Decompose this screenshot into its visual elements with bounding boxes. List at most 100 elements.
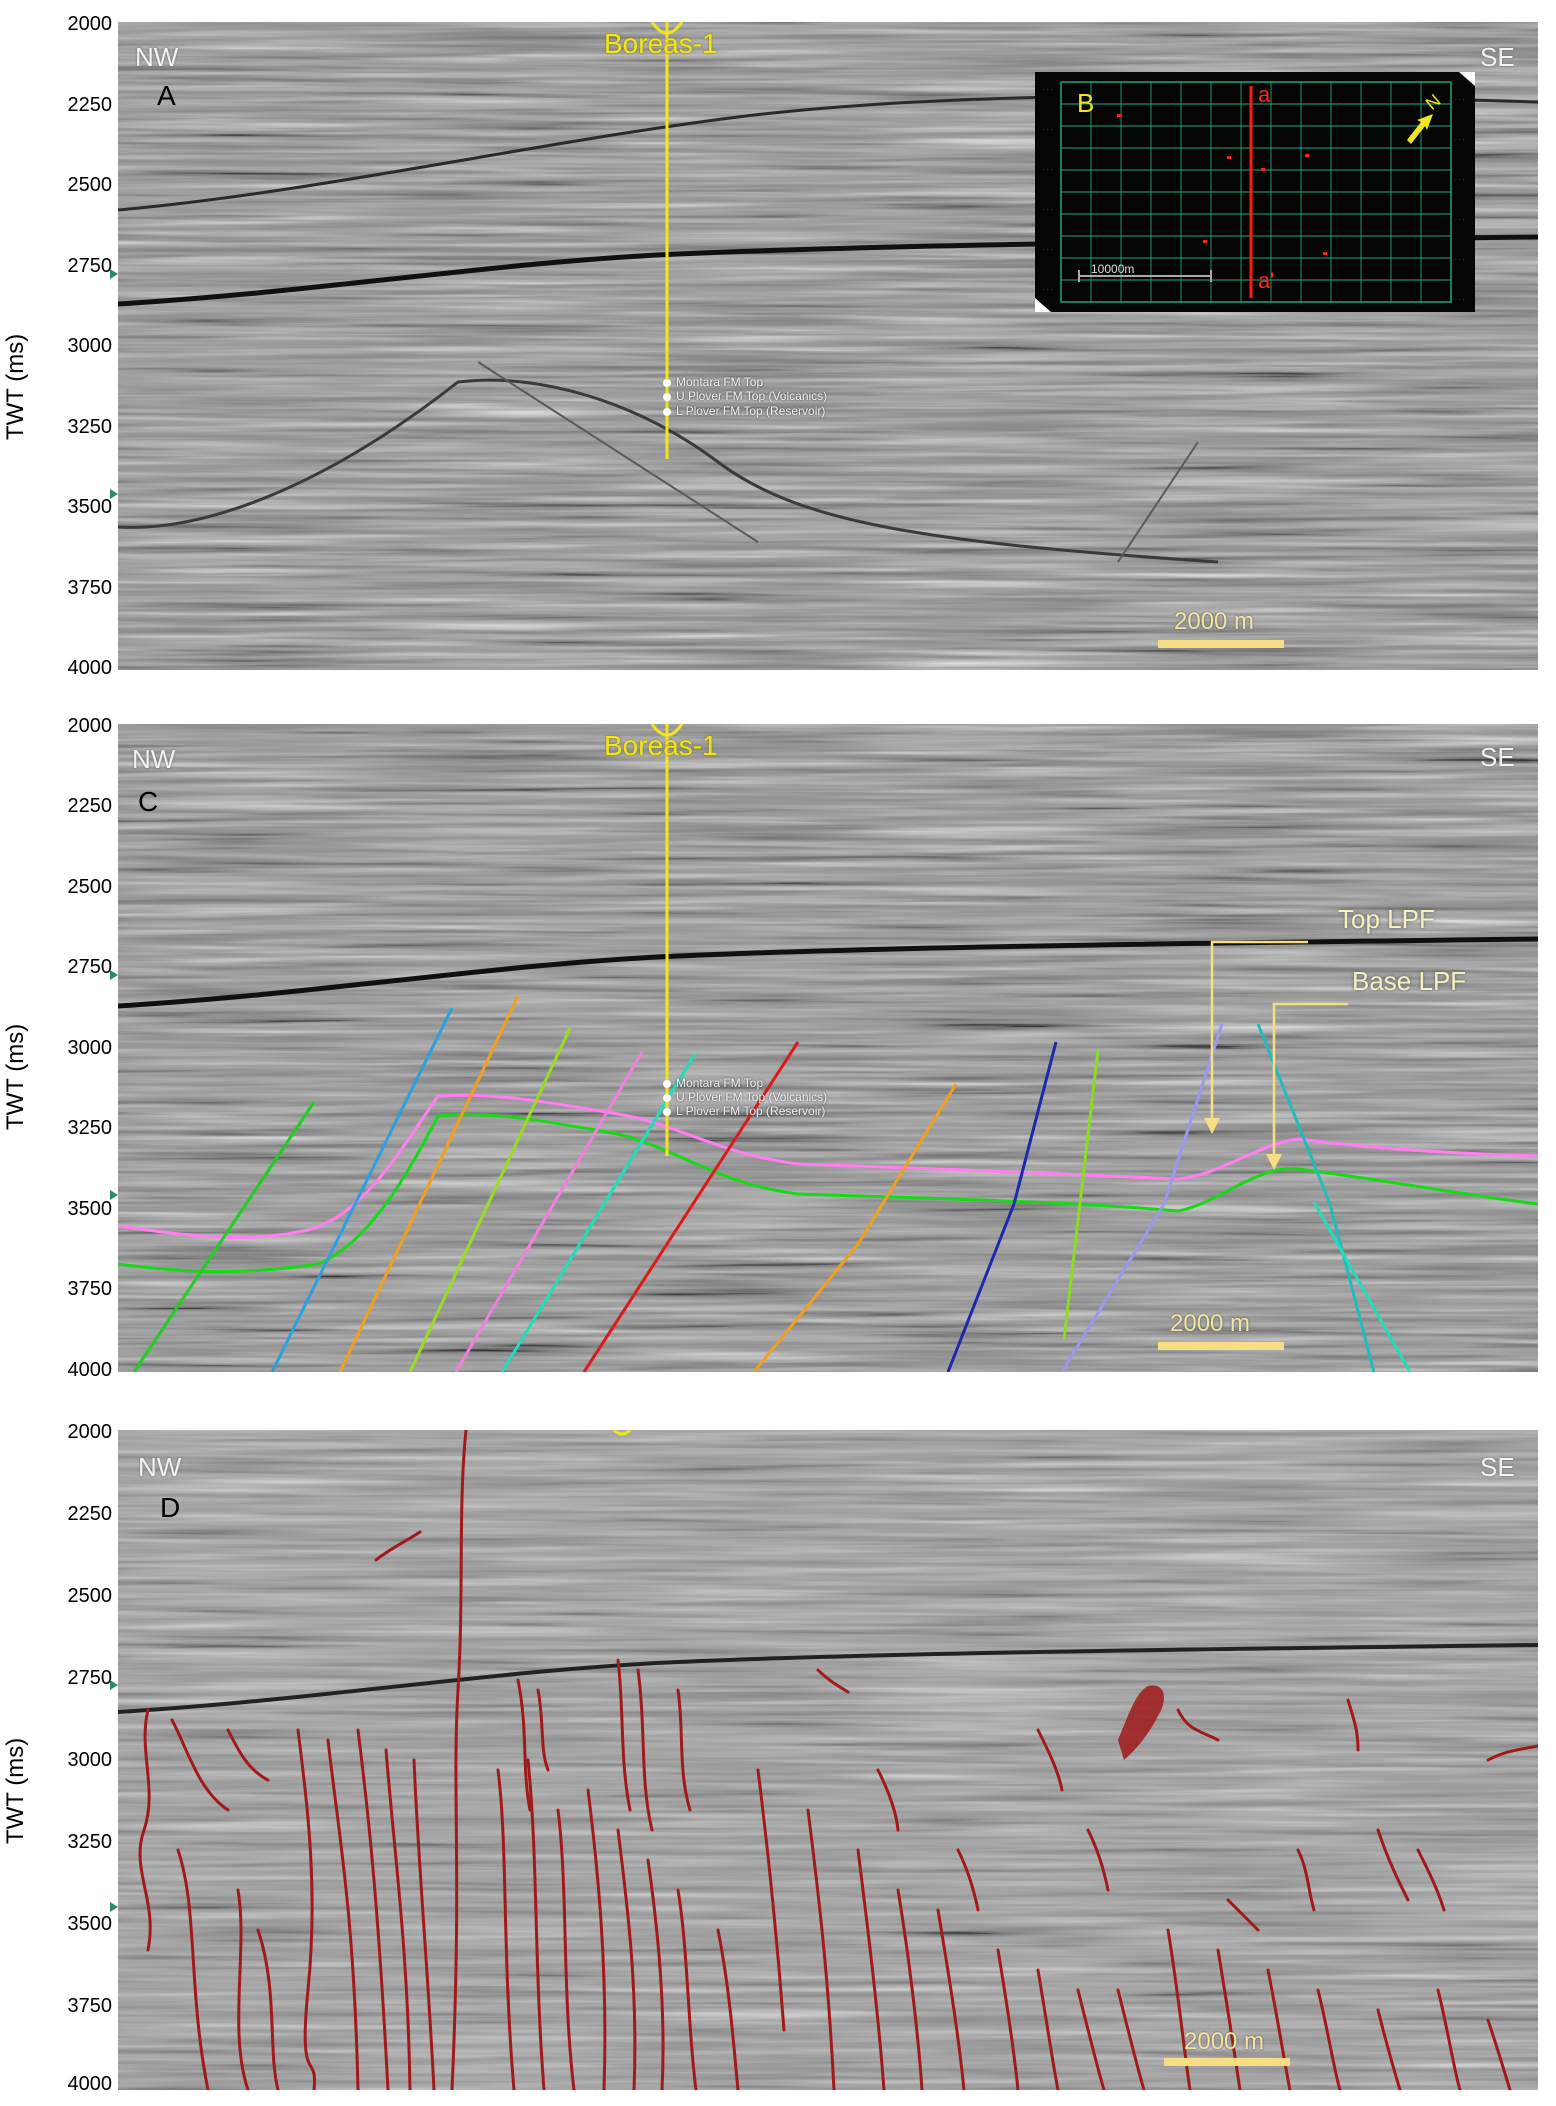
inset-label: B	[1077, 88, 1095, 118]
y-tick: 2500	[67, 876, 113, 898]
y-tick: 3250	[67, 1831, 113, 1853]
svg-text:· · ·: · · ·	[1043, 207, 1053, 214]
well-marker: U Plover FM Top (Volcanics)	[676, 389, 828, 403]
y-tick: 2000	[67, 715, 113, 737]
fault-line	[1060, 1023, 1224, 1372]
arrow-down-icon	[1204, 1118, 1220, 1134]
well-symbol-icon	[612, 1430, 632, 1436]
svg-text:· · ·: · · ·	[1043, 247, 1053, 254]
nw-label: NW	[135, 42, 179, 72]
y-axis-title: TWT (ms)	[2, 1737, 29, 1844]
fault-line	[132, 1101, 316, 1372]
attribute-blob	[1118, 1685, 1164, 1760]
y-tick: 3000	[67, 335, 113, 357]
svg-text:· · ·: · · ·	[1043, 167, 1053, 174]
y-axis-title: TWT (ms)	[2, 1023, 29, 1130]
fault-line	[946, 1041, 1058, 1372]
seismic-panel-d: TWT (ms) 2000 2250 2500 2750 3000 3250 3…	[0, 1408, 1556, 2098]
nw-label: NW	[138, 1452, 182, 1482]
y-tick: 2500	[67, 174, 113, 196]
seismic-panel-c: TWT (ms) 2000 2250 2500 2750 3000 3250 3…	[0, 700, 1556, 1380]
well-name: Boreas-1	[604, 730, 718, 761]
fault-line	[582, 1041, 800, 1372]
well-marker: L Plover FM Top (Reservoir)	[676, 404, 826, 418]
location-map-inset: · · · · · · · · · · · · · · · · · · · · · · ·…	[1035, 72, 1475, 312]
y-tick: 3500	[67, 1198, 113, 1220]
y-tick: 3500	[67, 496, 113, 518]
y-tick: 2000	[67, 1421, 113, 1443]
arrow-down-icon	[1266, 1154, 1282, 1170]
y-tick: 2250	[67, 94, 113, 116]
y-tick: 4000	[67, 1359, 113, 1381]
svg-text:· · ·: · · ·	[1455, 137, 1465, 144]
svg-text:· · ·: · · ·	[1455, 297, 1465, 304]
scale-bar-label: 2000 m	[1170, 1310, 1251, 1337]
fault-line	[454, 1051, 644, 1372]
svg-text:· · ·: · · ·	[1455, 217, 1465, 224]
scale-bar	[1158, 640, 1284, 648]
well-marker: Montara FM Top	[676, 1076, 764, 1090]
marker-arrow	[110, 1190, 118, 1200]
y-tick: 2500	[67, 1585, 113, 1607]
well-name: Boreas-1	[604, 28, 718, 59]
marker-arrow	[110, 489, 118, 499]
base-lpf-horizon	[118, 1113, 1538, 1274]
y-tick: 3500	[67, 1913, 113, 1935]
seismic-image-c	[118, 724, 1538, 1372]
y-tick: 4000	[67, 2073, 113, 2095]
fault-line	[408, 1027, 572, 1372]
inset-map: · · · · · · · · · · · · · · · · · · · · · · ·…	[1035, 72, 1475, 312]
top-lpf-horizon	[118, 1093, 1538, 1240]
nw-label: NW	[132, 744, 176, 774]
fault-attribute-overlay	[138, 1430, 1538, 2090]
se-label: SE	[1480, 1452, 1515, 1482]
y-tick: 2750	[67, 1667, 113, 1689]
svg-text:· · ·: · · ·	[1455, 97, 1465, 104]
fault-line	[1256, 1023, 1376, 1372]
base-lpf-label: Base LPF	[1352, 966, 1467, 996]
callout-line	[1272, 1002, 1348, 1156]
callout-line	[1210, 940, 1308, 1120]
marker-arrow	[110, 1902, 118, 1912]
svg-text:· · ·: · · ·	[1043, 287, 1053, 294]
y-tick: 3250	[67, 416, 113, 438]
seismic-panel-a: TWT (ms) 2000 2250 2500 2750 3000 3250 3…	[0, 0, 1556, 680]
svg-text:· · ·: · · ·	[1455, 257, 1465, 264]
svg-text:· · ·: · · ·	[1455, 177, 1465, 184]
y-tick: 4000	[67, 657, 113, 679]
north-arrow-icon	[1407, 114, 1433, 144]
fault-line	[1312, 1201, 1412, 1372]
fault-line	[270, 1007, 454, 1372]
y-tick: 3750	[67, 577, 113, 599]
y-tick: 3250	[67, 1117, 113, 1139]
inset-scale-label: 10000m	[1091, 262, 1135, 276]
y-tick: 2000	[67, 13, 113, 35]
scale-bar-label: 2000 m	[1174, 608, 1255, 635]
well-symbol-icon	[650, 22, 684, 35]
svg-text:· · ·: · · ·	[1043, 127, 1053, 134]
y-tick: 2750	[67, 255, 113, 277]
panel-label: A	[157, 80, 176, 111]
marker-arrow	[110, 970, 118, 980]
well-marker: L Plover FM Top (Reservoir)	[676, 1104, 826, 1118]
scale-bar	[1158, 1342, 1284, 1350]
y-tick: 3000	[67, 1037, 113, 1059]
scale-bar-label: 2000 m	[1184, 2028, 1265, 2055]
se-label: SE	[1480, 42, 1515, 72]
y-tick: 2250	[67, 1503, 113, 1525]
section-end-label: a'	[1258, 268, 1275, 293]
marker-arrow	[110, 269, 118, 279]
top-lpf-label: Top LPF	[1338, 904, 1435, 934]
scale-bar	[1164, 2058, 1290, 2066]
marker-arrow	[110, 1680, 118, 1690]
fault-line	[752, 1083, 958, 1372]
section-start-label: a	[1258, 82, 1271, 107]
y-tick: 3750	[67, 1278, 113, 1300]
well-marker: Montara FM Top	[676, 375, 764, 389]
y-tick: 3000	[67, 1749, 113, 1771]
well-symbol-icon	[650, 724, 684, 737]
y-tick: 3750	[67, 1995, 113, 2017]
svg-text:· · ·: · · ·	[1043, 87, 1053, 94]
seismic-image-d	[118, 1430, 1538, 2090]
y-tick: 2750	[67, 956, 113, 978]
